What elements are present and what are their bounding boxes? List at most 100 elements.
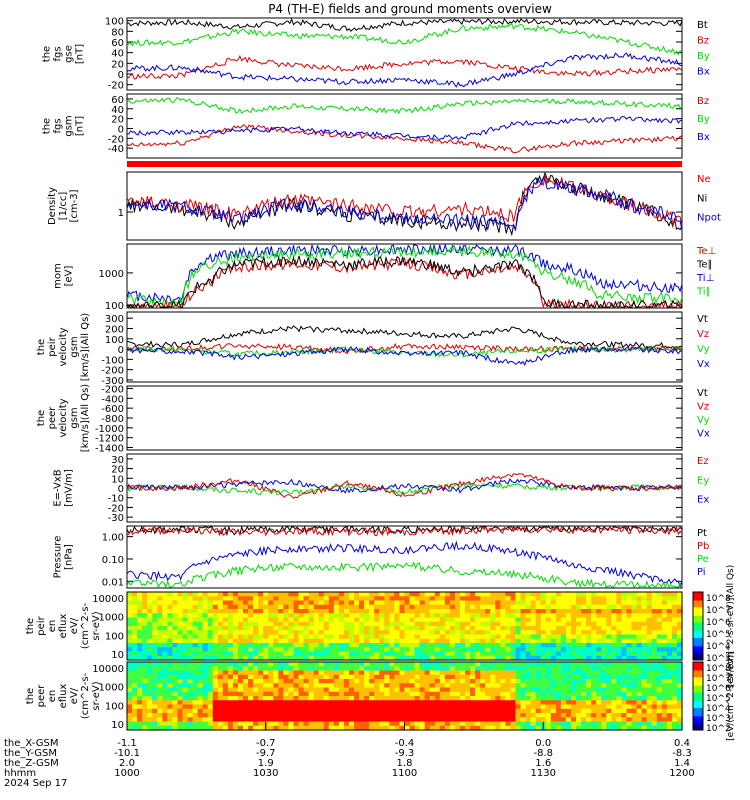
heatmap-cell bbox=[399, 683, 406, 689]
heatmap-cell bbox=[187, 670, 194, 676]
heatmap-cell bbox=[666, 617, 673, 623]
heatmap-cell bbox=[303, 634, 310, 640]
heatmap-cell bbox=[565, 662, 572, 667]
heatmap-cell bbox=[222, 655, 229, 661]
heatmap-cell bbox=[606, 634, 612, 640]
heatmap-cell bbox=[127, 613, 133, 619]
y-axis-label: peir bbox=[47, 336, 58, 356]
heatmap-cell bbox=[576, 634, 582, 640]
heatmap-cell bbox=[520, 600, 527, 606]
heatmap-cell bbox=[323, 713, 330, 718]
heatmap-cell bbox=[374, 626, 380, 631]
heatmap-cell bbox=[449, 655, 456, 661]
heatmap-cell bbox=[238, 655, 244, 661]
heatmap-cell bbox=[525, 704, 532, 710]
heatmap-cell bbox=[560, 613, 567, 619]
heatmap-cell bbox=[495, 621, 501, 627]
heatmap-cell bbox=[137, 704, 143, 710]
heatmap-cell bbox=[142, 679, 148, 684]
heatmap-cell bbox=[359, 613, 365, 619]
heatmap-cell bbox=[641, 713, 648, 718]
heatmap-cell bbox=[137, 687, 143, 693]
heatmap-cell bbox=[631, 613, 638, 619]
heatmap-cell bbox=[197, 596, 204, 602]
heatmap-cell bbox=[127, 604, 133, 610]
heatmap-cell bbox=[288, 670, 295, 676]
heatmap-cell bbox=[258, 600, 264, 606]
heatmap-cell bbox=[591, 647, 597, 653]
colorbar-segment bbox=[693, 706, 703, 709]
heatmap-cell bbox=[384, 655, 390, 661]
heatmap-cell bbox=[263, 683, 269, 689]
heatmap-cell bbox=[177, 691, 184, 697]
heatmap-cell bbox=[444, 679, 451, 684]
heatmap-cell bbox=[651, 691, 658, 697]
heatmap-cell bbox=[207, 651, 214, 657]
heatmap-cell bbox=[162, 713, 168, 718]
heatmap-cell bbox=[359, 604, 365, 610]
heatmap-cell bbox=[243, 626, 249, 631]
heatmap-cell bbox=[202, 687, 209, 693]
heatmap-cell bbox=[212, 683, 219, 689]
heatmap-cell bbox=[555, 687, 562, 693]
heatmap-cell bbox=[404, 643, 411, 648]
heatmap-cell bbox=[384, 592, 390, 597]
heatmap-cell bbox=[142, 592, 148, 597]
heatmap-cell bbox=[298, 708, 305, 714]
heatmap-cell bbox=[520, 613, 527, 619]
heatmap-cell bbox=[127, 596, 133, 602]
heatmap-cell bbox=[429, 609, 436, 614]
heatmap-cell bbox=[601, 655, 607, 661]
heatmap-cell bbox=[510, 613, 517, 619]
heatmap-cell bbox=[616, 691, 623, 697]
heatmap-cell bbox=[157, 651, 163, 657]
heatmap-cell bbox=[389, 704, 396, 710]
colorbar-tick: 10^7 bbox=[706, 674, 731, 684]
heatmap-cell bbox=[127, 647, 133, 653]
heatmap-cell bbox=[505, 647, 512, 653]
heatmap-cell bbox=[394, 655, 401, 661]
heatmap-cell bbox=[389, 600, 396, 606]
heatmap-cell bbox=[248, 687, 254, 693]
heatmap-cell bbox=[147, 617, 153, 623]
heatmap-cell bbox=[283, 679, 290, 684]
heatmap-cell bbox=[475, 617, 481, 623]
heatmap-cell bbox=[207, 662, 214, 667]
heatmap-cell bbox=[308, 592, 315, 597]
y-tick-label: -1400 bbox=[95, 444, 124, 455]
heatmap-cell bbox=[288, 630, 295, 636]
heatmap-cell bbox=[217, 696, 224, 701]
heatmap-cell bbox=[586, 691, 592, 697]
heatmap-cell bbox=[525, 679, 532, 684]
heatmap-cell bbox=[631, 725, 638, 731]
heatmap-cell bbox=[283, 609, 290, 614]
heatmap-cell bbox=[147, 704, 153, 710]
heatmap-cell bbox=[142, 651, 148, 657]
heatmap-cell bbox=[298, 600, 305, 606]
heatmap-cell bbox=[475, 638, 481, 644]
heatmap-cell bbox=[510, 708, 517, 714]
heatmap-cell bbox=[525, 600, 532, 606]
heatmap-cell bbox=[540, 609, 547, 614]
heatmap-cell bbox=[671, 708, 678, 714]
heatmap-cell bbox=[555, 713, 562, 718]
heatmap-cell bbox=[394, 691, 401, 697]
heatmap-cell bbox=[369, 609, 375, 614]
heatmap-cell bbox=[384, 674, 390, 680]
heatmap-cell bbox=[581, 687, 587, 693]
heatmap-cell bbox=[525, 596, 532, 602]
heatmap-cell bbox=[293, 662, 300, 667]
heatmap-cell bbox=[636, 638, 643, 644]
heatmap-cell bbox=[404, 638, 411, 644]
heatmap-cell bbox=[142, 666, 148, 672]
heatmap-cell bbox=[167, 717, 174, 723]
heatmap-cell bbox=[424, 721, 431, 727]
heatmap-cell bbox=[318, 704, 325, 710]
heatmap-cell bbox=[596, 609, 602, 614]
heatmap-cell bbox=[192, 621, 199, 627]
heatmap-cell bbox=[651, 670, 658, 676]
heatmap-cell bbox=[137, 634, 143, 640]
heatmap-cell bbox=[303, 683, 310, 689]
heatmap-cell bbox=[142, 596, 148, 602]
heatmap-cell bbox=[207, 596, 214, 602]
